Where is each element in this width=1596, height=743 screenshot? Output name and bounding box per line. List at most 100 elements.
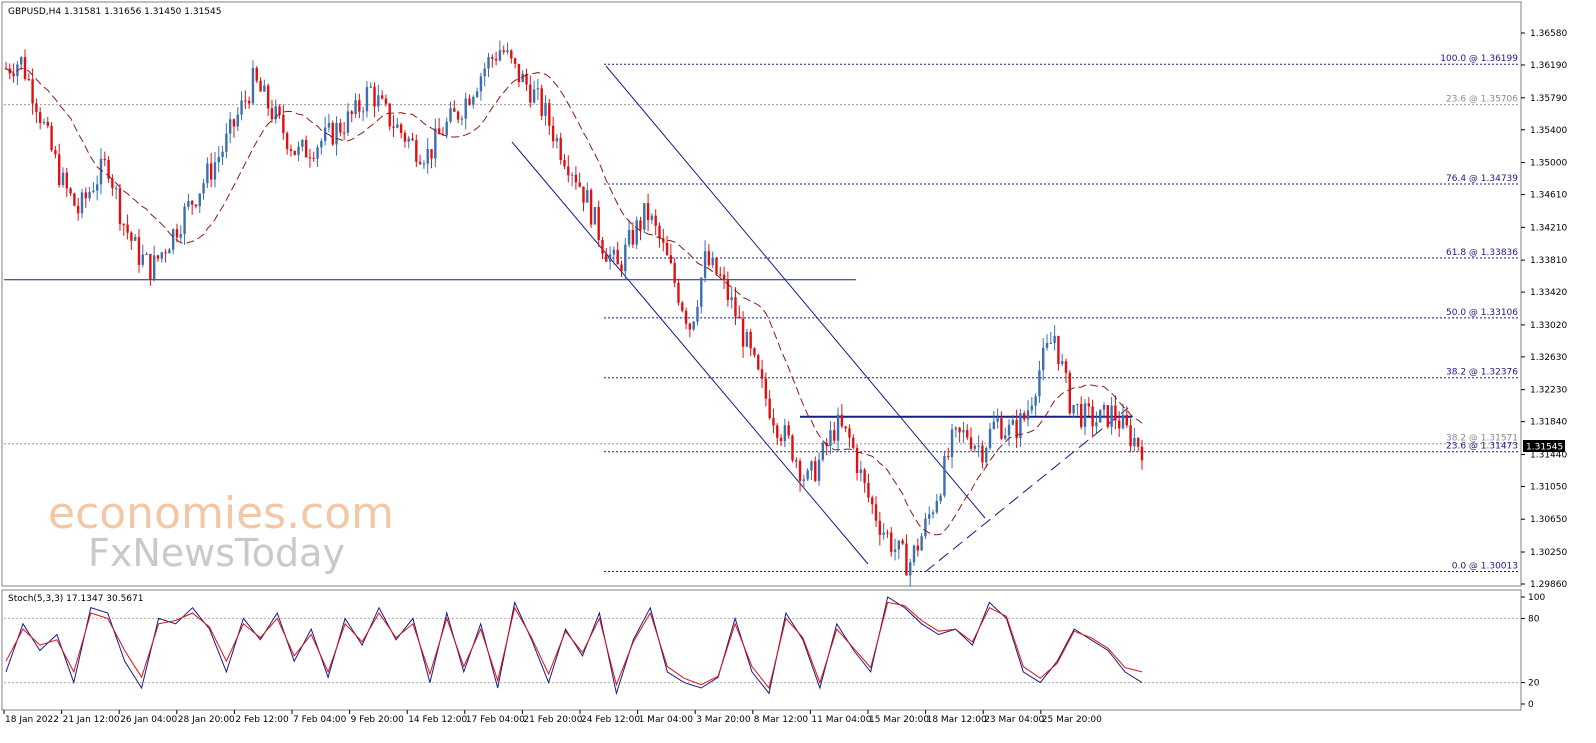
candle-body — [54, 150, 57, 155]
price-tick-label: 1.36190 — [1530, 61, 1567, 71]
price-tick-label: 1.34610 — [1530, 191, 1567, 201]
candle-body — [228, 119, 232, 134]
fib-level-label: 38.2 @ 1.31571 — [1446, 434, 1518, 444]
candle-body — [551, 125, 555, 142]
candle-body — [544, 103, 547, 116]
candle-body — [437, 128, 441, 135]
candle-body — [1110, 405, 1113, 427]
candle-body — [57, 154, 61, 185]
candle-body — [772, 418, 775, 426]
candle-body — [852, 437, 855, 448]
candle-body — [795, 460, 798, 462]
candle-body — [80, 192, 84, 214]
candle-body — [76, 205, 80, 214]
watermark-fxnewstoday: FxNewsToday — [88, 531, 345, 575]
candle-body — [403, 132, 407, 142]
candle-body — [422, 163, 426, 165]
candle-body — [1061, 361, 1064, 365]
time-tick-label: 15 Mar 20:00 — [869, 715, 929, 725]
candle-body — [586, 190, 589, 203]
candle-body — [1034, 396, 1037, 406]
candle-body — [741, 318, 745, 347]
candle-body — [487, 57, 490, 69]
candle-body — [130, 232, 133, 241]
candle-body — [1004, 435, 1007, 439]
candle-body — [635, 220, 638, 245]
candle-body — [327, 123, 331, 128]
candle-body — [688, 323, 692, 330]
candle-body — [890, 532, 893, 552]
candle-body — [304, 140, 308, 158]
candle-body — [681, 302, 684, 311]
candle-body — [464, 98, 467, 119]
candle-body — [684, 310, 688, 324]
candle-body — [597, 207, 600, 240]
moving-average-line — [5, 67, 1143, 536]
candle-body — [711, 257, 714, 266]
candle-body — [278, 106, 281, 115]
candle-body — [358, 100, 361, 112]
candle-body — [95, 184, 99, 191]
candle-body — [225, 133, 228, 152]
candle-body — [639, 220, 642, 230]
candle-body — [133, 237, 137, 241]
candlesticks — [4, 40, 1144, 587]
candle-body — [399, 124, 403, 133]
time-tick-label: 21 Jan 12:00 — [63, 715, 120, 725]
time-tick-label: 28 Jan 20:00 — [178, 715, 235, 725]
current-price-label: 1.31545 — [1526, 443, 1563, 453]
candle-body — [31, 79, 34, 104]
candle-body — [627, 230, 631, 245]
candle-body — [19, 57, 23, 65]
time-tick-label: 2 Feb 12:00 — [235, 715, 289, 725]
candle-body — [939, 495, 942, 502]
candle-body — [776, 425, 779, 438]
candle-body — [396, 124, 399, 128]
candle-body — [407, 138, 410, 142]
time-tick-label: 26 Jan 04:00 — [120, 715, 177, 725]
candle-body — [749, 331, 752, 349]
candle-body — [1114, 405, 1117, 421]
chart-header: GBPUSD,H4 1.31581 1.31656 1.31450 1.3154… — [8, 7, 221, 17]
price-tick-label: 1.32230 — [1530, 386, 1567, 396]
time-tick-label: 17 Feb 04:00 — [466, 715, 525, 725]
time-tick-label: 24 Feb 12:00 — [581, 715, 640, 725]
candle-body — [1137, 438, 1140, 447]
candle-body — [882, 532, 885, 535]
candle-body — [160, 252, 163, 259]
candle-body — [453, 108, 456, 112]
candle-body — [912, 545, 916, 563]
candle-body — [323, 127, 327, 142]
candle-body — [156, 255, 160, 259]
time-tick-label: 21 Feb 20:00 — [523, 715, 582, 725]
candle-body — [50, 125, 53, 151]
candle-body — [373, 86, 376, 107]
price-tick-label: 1.35400 — [1530, 126, 1567, 136]
price-tick-label: 1.30650 — [1530, 515, 1567, 525]
candle-body — [1102, 405, 1106, 410]
fib-level-label: 76.4 @ 1.34739 — [1446, 174, 1518, 184]
candle-body — [867, 482, 870, 498]
candle-body — [361, 111, 365, 113]
candle-body — [1076, 403, 1079, 406]
candle-body — [1045, 343, 1049, 348]
candle-body — [475, 91, 479, 97]
candle-body — [555, 137, 559, 142]
candle-body — [988, 428, 992, 448]
candle-body — [578, 182, 581, 187]
candle-body — [798, 461, 802, 481]
candle-body — [738, 316, 741, 319]
candle-body — [430, 149, 433, 159]
candle-body — [859, 469, 863, 474]
candle-body — [1053, 335, 1056, 344]
candle-body — [209, 163, 213, 180]
candle-body — [183, 206, 186, 235]
candle-body — [171, 229, 175, 250]
candle-body — [665, 242, 669, 256]
candle-body — [1095, 422, 1098, 427]
current-price-tag: 1.31545 — [1523, 440, 1565, 453]
time-tick-label: 23 Mar 04:00 — [984, 715, 1044, 725]
candle-body — [840, 414, 844, 427]
candle-body — [168, 249, 171, 254]
candle-body — [190, 200, 194, 205]
